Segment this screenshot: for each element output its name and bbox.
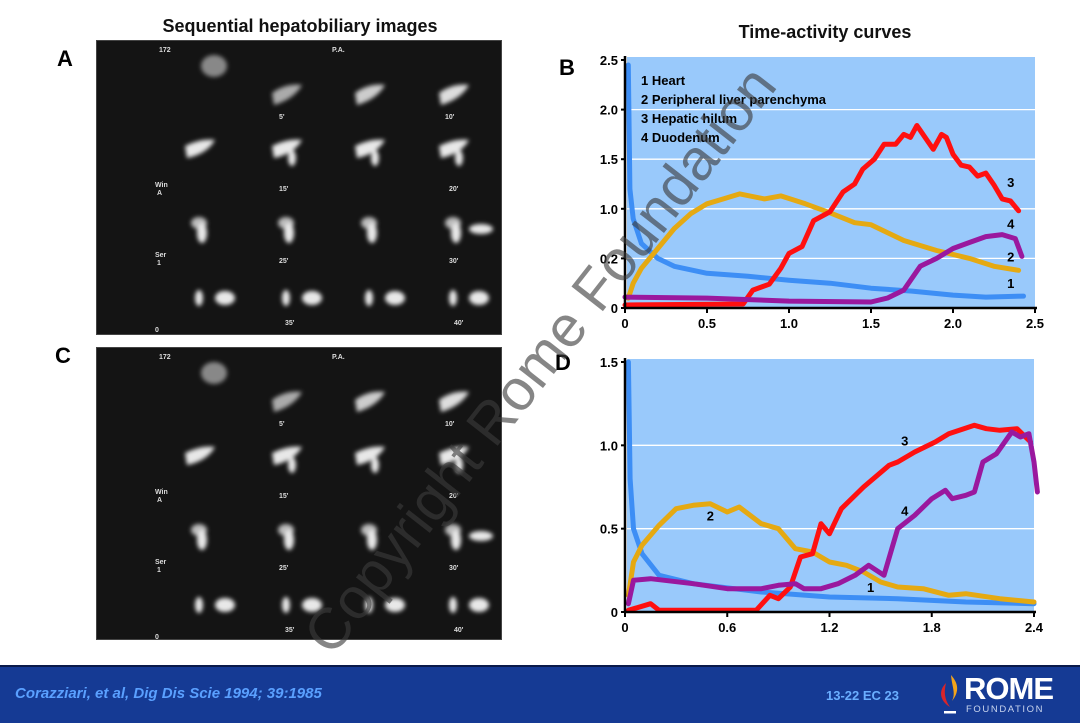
- scan-header-left: 172: [159, 354, 171, 361]
- series-line-2: [625, 191, 1022, 301]
- panel-label-d: D: [555, 350, 571, 375]
- time-label: 25': [279, 258, 289, 265]
- rome-foundation-logo: ROME FOUNDATION: [936, 671, 1066, 719]
- plot-background: [627, 359, 1034, 612]
- x-tick-label: 1.0: [780, 316, 798, 331]
- x-tick-label: 1.8: [923, 620, 941, 635]
- legend-entry: 3 Hepatic hilum: [641, 111, 737, 126]
- time-label: 5': [279, 421, 285, 428]
- footer: Corazziari, et al, Dig Dis Scie 1994; 39…: [0, 665, 1080, 723]
- scan-corner: 0: [155, 327, 159, 334]
- series-label-1: 1: [867, 580, 874, 595]
- x-tick-label: 2.4: [1025, 620, 1044, 635]
- left-title: Sequential hepatobiliary images: [162, 16, 438, 36]
- time-label: 20': [449, 186, 459, 193]
- right-title: Time-activity curves: [738, 22, 912, 42]
- y-tick-label: 1.5: [600, 355, 618, 370]
- time-label: 35': [285, 627, 295, 634]
- legend-entry: 1 Heart: [641, 73, 686, 88]
- legend-entry: 2 Peripheral liver parenchyma: [641, 92, 827, 107]
- time-label: 20': [449, 493, 459, 500]
- side-label: A: [157, 497, 162, 504]
- series-label-2: 2: [707, 508, 714, 523]
- scan-image-c: 172 P.A. 5' 10' 15' 20' 25' 30' 35' 40' Win A Ser 1 0: [96, 347, 502, 641]
- time-label: 25': [279, 565, 289, 572]
- side-label: 1: [157, 567, 161, 574]
- series-line-4: [622, 232, 1025, 305]
- side-label: Ser: [155, 252, 167, 259]
- series-label-3: 3: [1007, 175, 1014, 190]
- time-label: 15': [279, 186, 289, 193]
- time-label: 40': [454, 627, 464, 634]
- time-label: 10': [445, 421, 455, 428]
- series-line-1: [625, 62, 1026, 300]
- logo-text: ROME: [964, 671, 1054, 706]
- scan-image-a: 172 P.A. 5' 10' 15' 20' 25' 30' 35' 40' Win A Ser 1 0: [96, 40, 502, 335]
- x-tick-label: 0.5: [698, 316, 716, 331]
- x-tick-label: 1.2: [820, 620, 838, 635]
- plot-background: [627, 57, 1035, 308]
- x-tick-label: 2.0: [944, 316, 962, 331]
- series-line-3: [622, 123, 1022, 308]
- time-label: 40': [454, 320, 464, 327]
- time-label: 35': [285, 320, 295, 327]
- series-label-1: 1: [1007, 276, 1014, 291]
- logo-subtext: FOUNDATION: [966, 704, 1045, 715]
- citation: Corazziari, et al, Dig Dis Scie 1994; 39…: [15, 685, 322, 702]
- y-tick-label: 1.5: [600, 152, 618, 167]
- side-label: 1: [157, 260, 161, 267]
- y-tick-label: 0.2: [600, 251, 618, 266]
- y-tick-label: 0: [611, 301, 618, 316]
- slide-code: 13-22 EC 23: [826, 688, 899, 703]
- x-tick-label: 0: [621, 316, 628, 331]
- side-label: A: [157, 190, 162, 197]
- series-label-4: 4: [901, 503, 909, 518]
- time-label: 30': [449, 565, 459, 572]
- panel-label-b: B: [559, 55, 575, 80]
- series-label-2: 2: [1007, 249, 1014, 264]
- x-tick-label: 0.6: [718, 620, 736, 635]
- series-line-3: [625, 422, 1034, 613]
- chart-d: 0 0.5 1.0 1.5 0 0.6 1.2 1.8 2.4 1 2 3 4: [600, 355, 1044, 635]
- time-label: 15': [279, 493, 289, 500]
- series-line-4: [625, 429, 1040, 607]
- series-label-4: 4: [1007, 217, 1015, 232]
- x-tick-label: 2.5: [1026, 316, 1044, 331]
- scan-header-left: 172: [159, 47, 171, 54]
- flame-icon: [941, 675, 958, 714]
- scan-corner: 0: [155, 634, 159, 641]
- y-tick-label: 1.0: [600, 202, 618, 217]
- x-tick-label: 0: [621, 620, 628, 635]
- y-tick-label: 2.5: [600, 53, 618, 68]
- y-tick-label: 2.0: [600, 103, 618, 118]
- y-tick-label: 0.5: [600, 522, 618, 537]
- y-tick-label: 1.0: [600, 438, 618, 453]
- panel-label-a: A: [57, 46, 73, 71]
- series-line-2: [625, 501, 1037, 605]
- legend-entry: 4 Duodenum: [641, 130, 720, 145]
- panel-label-c: C: [55, 343, 71, 368]
- y-tick-label: 0: [611, 605, 618, 620]
- time-label: 30': [449, 258, 459, 265]
- side-label: Win: [155, 182, 168, 189]
- time-label: 10': [445, 114, 455, 121]
- chart-b: 0 0.2 1.0 1.5 2.0 2.5 0 0.5 1.0 1.5 2.0 2.5 1 2 3 4 1 He…: [600, 53, 1044, 331]
- side-label: Ser: [155, 559, 167, 566]
- time-label: 5': [279, 114, 285, 121]
- side-label: Win: [155, 489, 168, 496]
- scan-header-right: P.A.: [332, 354, 345, 361]
- x-tick-label: 1.5: [862, 316, 880, 331]
- series-label-3: 3: [901, 433, 908, 448]
- scan-header-right: P.A.: [332, 47, 345, 54]
